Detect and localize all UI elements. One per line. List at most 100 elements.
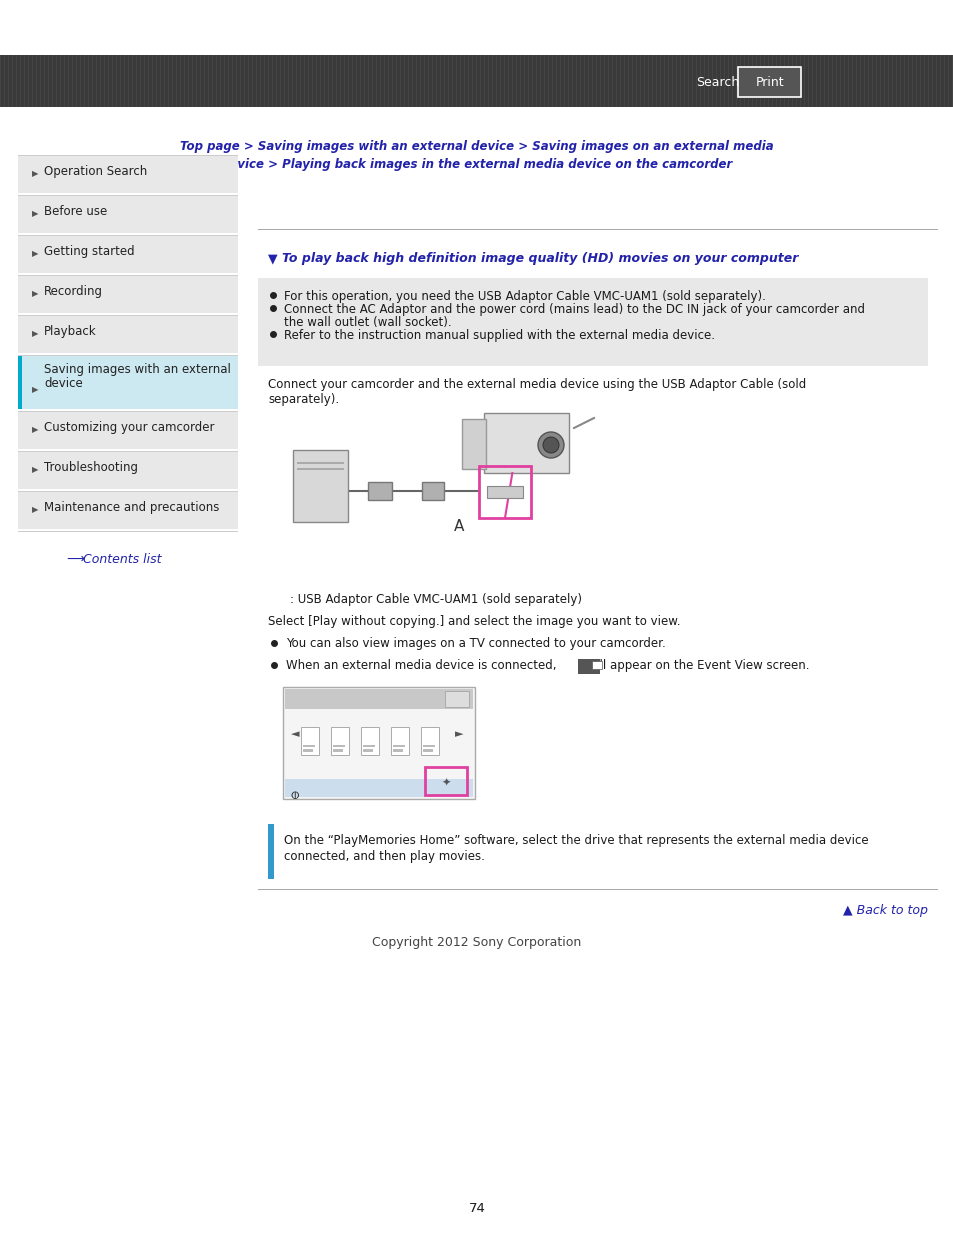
Bar — [144, 56, 146, 107]
Bar — [391, 727, 409, 755]
Bar — [863, 56, 864, 107]
Bar — [244, 56, 245, 107]
Text: JAN 1 2012→JAN 2 2012: JAN 1 2012→JAN 2 2012 — [320, 729, 436, 739]
Text: Getting started: Getting started — [44, 245, 134, 258]
Bar — [567, 56, 569, 107]
Bar — [847, 56, 848, 107]
Bar — [160, 56, 161, 107]
Bar — [616, 56, 617, 107]
Bar — [907, 56, 908, 107]
Text: ▶: ▶ — [32, 169, 38, 179]
Bar — [536, 56, 537, 107]
Bar — [285, 689, 473, 709]
Bar — [188, 56, 190, 107]
Text: On the “PlayMemories Home” software, select the drive that represents the extern: On the “PlayMemories Home” software, sel… — [284, 834, 868, 847]
Bar — [195, 56, 197, 107]
Bar — [331, 727, 349, 755]
Bar — [303, 745, 314, 747]
Bar — [820, 56, 821, 107]
Bar — [461, 419, 485, 469]
Bar — [663, 56, 665, 107]
Text: Saving images with an external: Saving images with an external — [44, 363, 231, 375]
Bar — [935, 56, 937, 107]
Bar — [791, 56, 793, 107]
Bar — [432, 56, 433, 107]
Bar — [463, 56, 465, 107]
Bar — [295, 56, 297, 107]
Bar — [164, 56, 165, 107]
Text: Playback: Playback — [44, 325, 96, 338]
Text: Select [Play without copying.] and select the image you want to view.: Select [Play without copying.] and selec… — [268, 615, 679, 629]
Bar — [368, 56, 369, 107]
Bar — [507, 56, 509, 107]
Bar — [280, 56, 281, 107]
Bar — [315, 56, 317, 107]
Text: ►: ► — [455, 729, 463, 739]
Bar — [304, 56, 305, 107]
Circle shape — [537, 432, 563, 458]
Bar — [643, 56, 645, 107]
Text: ᴜsʙ: ᴜsʙ — [497, 489, 512, 499]
Text: ⵀ: ⵀ — [291, 790, 299, 802]
Bar — [303, 748, 313, 752]
Bar — [711, 56, 713, 107]
Bar — [24, 56, 26, 107]
Bar — [583, 56, 585, 107]
Bar — [815, 56, 817, 107]
Bar — [156, 56, 157, 107]
Bar — [412, 56, 413, 107]
Bar — [18, 354, 22, 409]
Bar — [359, 56, 361, 107]
Bar — [855, 56, 857, 107]
Bar — [18, 354, 237, 409]
Bar — [596, 56, 597, 107]
Bar — [444, 692, 469, 706]
Bar — [795, 56, 797, 107]
Bar — [148, 56, 150, 107]
Bar — [363, 745, 375, 747]
Bar — [208, 56, 210, 107]
Bar — [891, 56, 893, 107]
Bar — [532, 56, 533, 107]
Bar — [116, 56, 117, 107]
Bar — [800, 56, 801, 107]
Circle shape — [542, 437, 558, 453]
Bar — [18, 315, 237, 353]
Bar — [547, 56, 549, 107]
Bar — [811, 56, 813, 107]
Bar — [268, 56, 269, 107]
Text: ▶: ▶ — [32, 505, 38, 515]
Text: ▶: ▶ — [32, 426, 38, 435]
Text: For this operation, you need the USB Adaptor Cable VMC-UAM1 (sold separately).: For this operation, you need the USB Ada… — [284, 290, 765, 303]
Bar — [751, 56, 753, 107]
Bar — [18, 275, 237, 312]
Text: ▶: ▶ — [32, 289, 38, 299]
Bar — [483, 56, 485, 107]
Text: Connect the AC Adaptor and the power cord (mains lead) to the DC IN jack of your: Connect the AC Adaptor and the power cor… — [284, 303, 864, 316]
Bar — [18, 411, 237, 450]
Bar — [12, 56, 13, 107]
Bar — [755, 56, 757, 107]
Bar — [408, 56, 409, 107]
Bar — [676, 56, 677, 107]
Bar — [18, 492, 237, 529]
Bar — [486, 487, 522, 498]
Bar — [128, 56, 130, 107]
Bar — [403, 56, 405, 107]
Text: Before use: Before use — [44, 205, 107, 219]
Bar — [867, 56, 868, 107]
Bar — [939, 56, 941, 107]
Bar — [348, 56, 349, 107]
Bar — [364, 56, 365, 107]
Bar — [248, 56, 250, 107]
Bar — [483, 412, 568, 473]
Bar — [927, 56, 928, 107]
Bar — [592, 56, 593, 107]
Bar — [0, 56, 953, 107]
Bar — [363, 748, 373, 752]
Bar — [775, 56, 777, 107]
Bar — [424, 767, 467, 795]
Text: Recording: Recording — [44, 285, 103, 298]
Bar — [71, 56, 73, 107]
Bar — [44, 56, 46, 107]
